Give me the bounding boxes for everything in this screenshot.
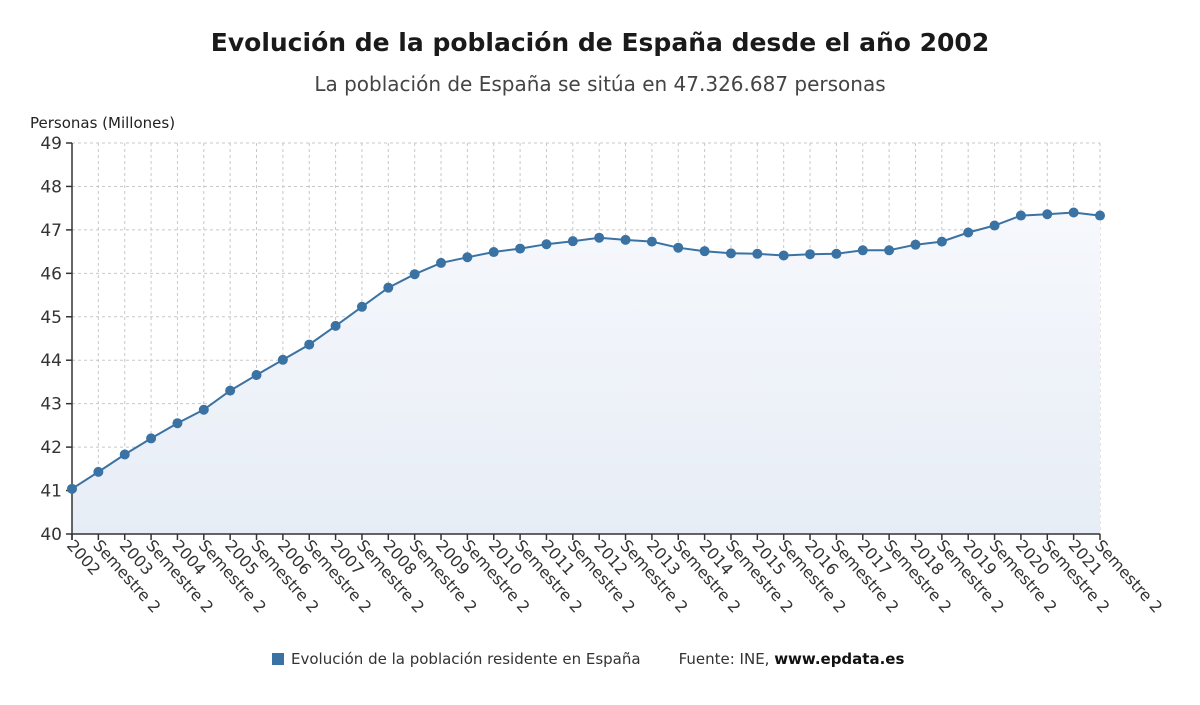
data-point — [462, 252, 473, 263]
data-point — [620, 234, 631, 245]
data-point — [515, 243, 526, 254]
data-point — [884, 245, 895, 256]
source-text: Fuente: INE, www.epdata.es — [679, 650, 905, 668]
data-point — [725, 248, 736, 259]
data-point — [146, 433, 157, 444]
data-point — [699, 246, 710, 257]
y-tick-label: 46 — [40, 264, 62, 284]
data-point — [119, 449, 130, 460]
y-tick-label: 49 — [40, 134, 62, 154]
source-prefix: Fuente: INE, — [678, 650, 775, 668]
data-point — [831, 248, 842, 259]
y-tick-labels: 40 41 42 43 44 45 46 47 48 49 — [40, 134, 62, 545]
series-area — [72, 212, 1100, 534]
y-tick-label: 41 — [40, 482, 62, 502]
data-point — [225, 385, 236, 396]
data-point — [963, 227, 974, 238]
data-point — [330, 320, 341, 331]
data-point — [1015, 210, 1026, 221]
data-point — [805, 249, 816, 260]
y-tick-label: 40 — [40, 525, 62, 545]
y-tick-label: 44 — [40, 351, 62, 371]
data-point — [857, 245, 868, 256]
y-tick-label: 42 — [40, 438, 62, 458]
data-point — [436, 257, 447, 268]
data-point — [989, 220, 1000, 231]
data-point — [936, 236, 947, 247]
legend: Evolución de la población residente en E… — [272, 650, 904, 668]
data-point — [1042, 209, 1053, 220]
axes — [66, 142, 1101, 540]
data-point — [172, 418, 183, 429]
data-point — [541, 239, 552, 250]
data-points — [67, 207, 1105, 494]
data-point — [673, 242, 684, 253]
data-point — [383, 282, 394, 293]
data-point — [646, 236, 657, 247]
legend-series-label: Evolución de la población residente en E… — [291, 650, 641, 668]
data-point — [567, 236, 578, 247]
data-point — [198, 404, 209, 415]
series-line — [71, 211, 1101, 490]
data-point — [251, 369, 262, 380]
y-tick-label: 47 — [40, 221, 62, 241]
data-point — [910, 239, 921, 250]
data-point — [752, 248, 763, 259]
data-point — [304, 339, 315, 350]
data-point — [488, 247, 499, 258]
data-point — [594, 232, 605, 243]
data-point — [93, 466, 104, 477]
data-point — [277, 354, 288, 365]
y-tick-label: 48 — [40, 177, 62, 197]
y-tick-label: 43 — [40, 395, 62, 415]
data-point — [409, 269, 420, 280]
data-point — [356, 301, 367, 312]
chart-title: Evolución de la población de España desd… — [210, 28, 990, 57]
data-point — [67, 483, 77, 494]
data-point — [778, 250, 789, 261]
data-point — [1068, 207, 1079, 218]
legend-swatch — [272, 653, 284, 665]
source-site: www.epdata.es — [774, 650, 905, 668]
chart-subtitle: La población de España se sitúa en 47.32… — [314, 72, 886, 96]
y-tick-label: 45 — [40, 308, 62, 328]
y-axis-label: Personas (Millones) — [30, 114, 176, 132]
data-point — [1095, 210, 1105, 221]
